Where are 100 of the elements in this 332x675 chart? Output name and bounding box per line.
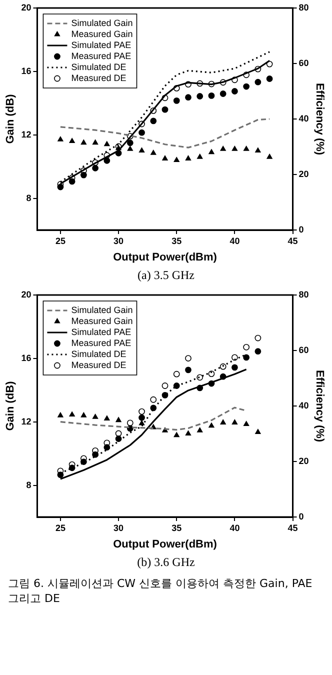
y-tick-label: 20: [21, 2, 32, 12]
y-axis-title: Gain (dB): [4, 94, 17, 144]
legend-label: Simulated DE: [71, 62, 126, 72]
point: [104, 141, 110, 146]
point: [80, 412, 87, 418]
y2-tick-label: 80: [298, 2, 309, 12]
point: [92, 140, 98, 145]
point: [243, 83, 250, 90]
point: [185, 430, 192, 436]
y-tick-label: 12: [21, 129, 32, 140]
point: [162, 382, 168, 389]
point: [243, 421, 250, 426]
y2-axis-title: Efficiency (%): [313, 82, 326, 156]
point: [162, 155, 168, 160]
x-tick-label: 25: [55, 522, 66, 533]
point: [173, 382, 180, 389]
y2-tick-label: 40: [298, 400, 309, 410]
y2-tick-label: 20: [298, 168, 309, 179]
legend-label: Measured PAE: [71, 50, 132, 61]
point: [92, 164, 98, 172]
point: [185, 155, 192, 160]
y2-tick-label: 0: [298, 511, 304, 522]
point: [57, 184, 64, 190]
point: [173, 370, 180, 378]
y-tick-label: 8: [26, 192, 32, 203]
point: [208, 370, 215, 378]
x-axis-title: Output Power(dBm): [113, 538, 218, 550]
point: [254, 348, 262, 355]
y-axis-title: Gain (dB): [4, 380, 17, 431]
point: [126, 140, 134, 146]
line-series: [60, 406, 248, 431]
x-tick-label: 40: [230, 236, 240, 246]
y-tick-label: 16: [21, 352, 32, 363]
point: [104, 415, 110, 420]
point: [254, 334, 262, 342]
point: [220, 90, 226, 97]
point: [150, 404, 157, 412]
point: [255, 428, 261, 434]
point: [162, 106, 168, 113]
x-axis-title: Output Power(dBm): [113, 251, 218, 264]
point: [185, 366, 192, 374]
x-tick-label: 35: [172, 236, 182, 246]
point: [150, 118, 157, 124]
legend-label: Measured DE: [71, 360, 126, 370]
point: [243, 354, 250, 361]
point: [68, 178, 76, 185]
legend-label: Measured PAE: [71, 338, 132, 348]
point: [127, 146, 133, 151]
point: [255, 148, 261, 153]
x-tick-label: 45: [288, 522, 298, 533]
point: [220, 419, 226, 424]
y-tick-label: 16: [21, 66, 32, 76]
point: [104, 157, 110, 164]
point: [254, 78, 262, 86]
point: [220, 146, 226, 151]
y2-tick-label: 60: [298, 344, 309, 355]
point: [57, 472, 64, 478]
point: [92, 451, 98, 458]
point: [232, 419, 238, 424]
x-tick-label: 40: [230, 522, 240, 533]
text: (b) 3.6 GHz: [136, 555, 196, 570]
point: [92, 414, 98, 419]
point: [185, 355, 192, 362]
y-tick-label: 8: [26, 480, 32, 490]
point: [138, 129, 145, 136]
point: [80, 172, 87, 178]
y2-axis-title: Efficiency (%): [313, 370, 326, 442]
point: [138, 408, 145, 415]
point: [69, 412, 75, 417]
point: [232, 364, 238, 371]
point: [208, 149, 214, 154]
point: [208, 92, 215, 99]
legend-label: Simulated Gain: [71, 18, 133, 28]
point: [138, 414, 145, 421]
point: [196, 93, 204, 100]
y2-tick-label: 0: [298, 224, 304, 234]
point: [220, 363, 226, 370]
text: (a) 3.5 GHz: [136, 268, 196, 283]
point: [150, 396, 157, 403]
point: [115, 430, 122, 437]
y2-tick-label: 60: [298, 58, 309, 68]
point: [126, 420, 134, 426]
legend-label: Simulated PAE: [71, 40, 132, 50]
point: [80, 458, 87, 465]
point: [174, 432, 180, 438]
point: [232, 146, 238, 151]
point: [173, 97, 180, 104]
point: [104, 444, 110, 451]
x-tick-label: 30: [114, 236, 124, 246]
point: [80, 140, 87, 145]
point: [243, 146, 250, 151]
point: [69, 138, 75, 143]
x-tick-label: 25: [55, 236, 66, 246]
legend-label: Measured Gain: [71, 316, 133, 326]
legend-label: Simulated DE: [71, 348, 126, 359]
x-tick-label: 45: [288, 236, 298, 246]
point: [116, 417, 122, 422]
legend-label: Simulated PAE: [71, 326, 132, 337]
point: [138, 148, 145, 153]
point: [243, 344, 250, 350]
